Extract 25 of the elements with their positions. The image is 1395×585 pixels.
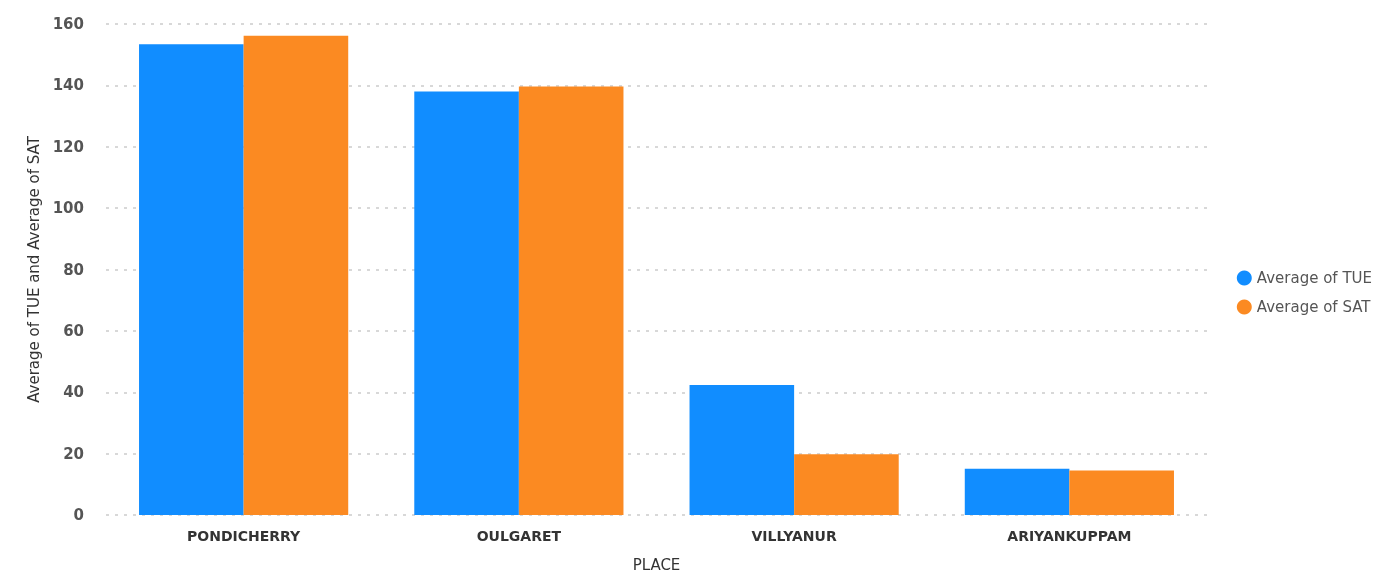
legend-label: Average of TUE — [1256, 269, 1373, 287]
x-axis-title: PLACE — [632, 555, 681, 574]
y-tick-label: 100 — [52, 199, 84, 218]
bar — [243, 35, 349, 515]
bar — [794, 454, 899, 515]
y-tick-label: 160 — [52, 15, 84, 33]
y-tick-label: 0 — [73, 506, 84, 524]
y-tick-label: 120 — [52, 137, 84, 156]
x-tick-label: VILLYANUR — [751, 528, 837, 544]
bar — [689, 384, 795, 515]
bar — [414, 91, 519, 515]
x-tick-label: OULGARET — [476, 528, 562, 544]
y-tick-label: 20 — [63, 444, 84, 463]
y-axis-title: Average of TUE and Average of SAT — [25, 135, 44, 403]
bar — [1069, 470, 1174, 515]
y-tick-label: 40 — [63, 383, 84, 402]
y-tick-label: 80 — [63, 260, 84, 279]
x-tick-label: ARIYANKUPPAM — [1007, 528, 1132, 544]
x-tick-label: PONDICHERRY — [187, 528, 302, 544]
legend-label: Average of SAT — [1256, 298, 1372, 316]
bar — [518, 86, 624, 515]
y-tick-label: 140 — [52, 76, 84, 95]
bar — [964, 468, 1070, 515]
bar — [139, 44, 244, 515]
y-tick-label: 60 — [63, 321, 84, 340]
